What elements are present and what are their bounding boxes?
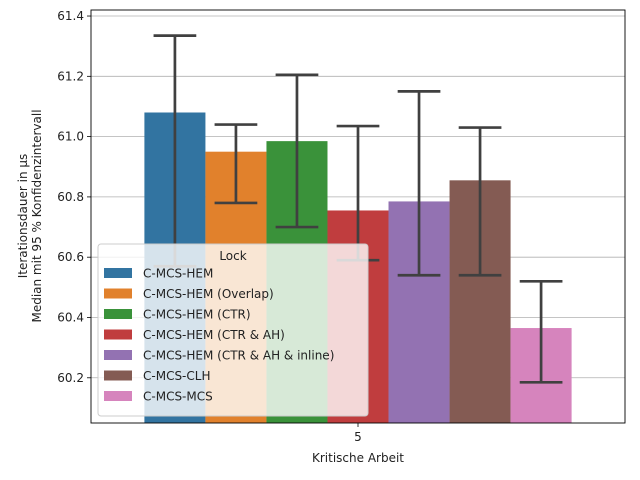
legend-label: C-MCS-HEM [143,267,213,281]
y-tick-label: 61.0 [57,130,84,144]
legend-swatch [104,288,132,299]
legend-swatch [104,268,132,278]
legend-title: Lock [219,249,246,263]
legend-label: C-MCS-CLH [143,369,210,383]
legend-swatch [104,329,132,340]
legend-swatch [104,370,132,381]
x-tick-label: 5 [354,430,362,444]
y-tick-label: 60.6 [57,250,84,264]
y-tick-label: 61.2 [57,69,84,83]
y-tick-label: 60.2 [57,371,84,385]
legend-swatch [104,309,132,319]
y-tick-label: 60.4 [57,310,84,324]
legend-label: C-MCS-HEM (CTR) [143,308,251,322]
legend-label: C-MCS-HEM (CTR & AH) [143,328,285,342]
legend-swatch [104,391,132,401]
legend-label: C-MCS-HEM (CTR & AH & inline) [143,349,334,363]
x-axis-label: Kritische Arbeit [312,451,404,465]
y-axis-label-line2: Median mit 95 % Konfidenzintervall [30,109,44,322]
x-axis: 5 [354,423,362,444]
y-axis-label-line1: Iterationsdauer in µs [16,154,30,279]
legend-items: C-MCS-HEM C-MCS-HEM (Overlap) C-MCS-HEM (C… [104,267,334,404]
y-axis: 60.2 60.4 60.6 60.8 61.0 61.2 61.4 [57,9,91,385]
legend-swatch [104,350,132,360]
legend-label: C-MCS-MCS [143,390,213,404]
legend-box [97,243,369,417]
y-tick-label: 60.8 [57,190,84,204]
legend-label: C-MCS-HEM (Overlap) [143,287,274,301]
y-tick-label: 61.4 [57,9,84,23]
